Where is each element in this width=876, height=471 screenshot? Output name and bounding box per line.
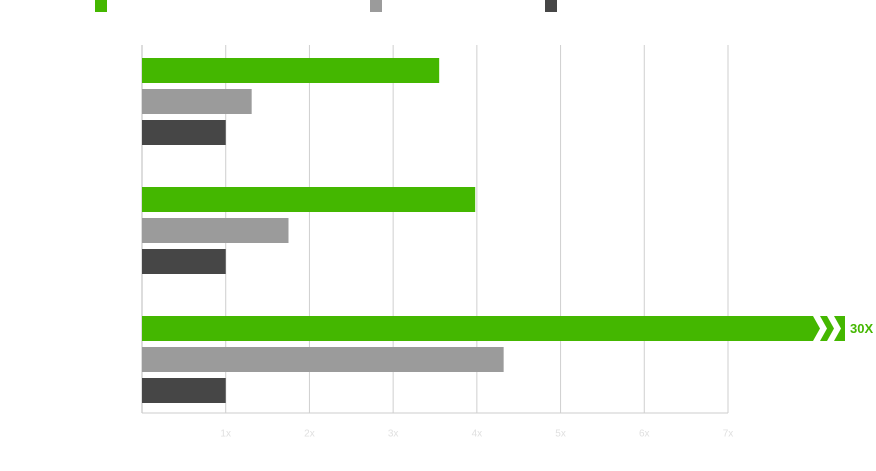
bar [142, 120, 226, 145]
x-tick-label: 7x [723, 429, 734, 440]
x-tick-label: 1x [220, 429, 231, 440]
value-label: 30X [850, 321, 873, 336]
bar [142, 249, 226, 274]
bar [142, 58, 440, 83]
x-tick-label: 5x [555, 429, 566, 440]
x-tick-label: 3x [388, 429, 399, 440]
x-tick-label: 4x [472, 429, 483, 440]
bar [142, 187, 476, 212]
break-chevron [813, 316, 827, 341]
bar [142, 316, 845, 341]
legend-swatch [95, 0, 107, 12]
x-tick-label: 2x [304, 429, 315, 440]
legend-swatch [370, 0, 382, 12]
bar [142, 378, 226, 403]
break-chevron [827, 316, 841, 341]
legend-swatch [545, 0, 557, 12]
bar [142, 89, 252, 114]
x-tick-label: 6x [639, 429, 650, 440]
bar [142, 218, 289, 243]
bar [142, 347, 504, 372]
